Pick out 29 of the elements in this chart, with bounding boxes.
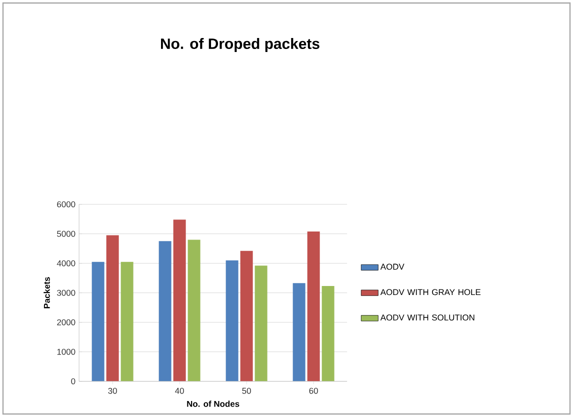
bar (254, 266, 268, 382)
legend-label: AODV (380, 264, 404, 270)
chart-title: No. of Droped packets (161, 38, 320, 52)
x-tick-label: 60 (309, 388, 318, 394)
bar (158, 241, 172, 382)
y-tick-label: 3000 (57, 290, 76, 296)
y-tick-label: 5000 (57, 230, 76, 237)
bar (173, 220, 186, 382)
bar (322, 286, 334, 382)
bar (92, 262, 104, 382)
legend-label: AODV WITH SOLUTION (380, 314, 474, 320)
y-tick-label: 1000 (57, 348, 76, 355)
y-tick-label: 6000 (57, 201, 76, 208)
bar (226, 260, 238, 382)
x-axis-title: No. of Nodes (187, 400, 240, 407)
bar (188, 240, 200, 382)
bar (120, 262, 134, 382)
x-tick-label: 40 (175, 388, 184, 394)
bar (106, 235, 119, 382)
y-axis-title: Packets (44, 277, 50, 308)
y-tick-label: 2000 (57, 319, 76, 326)
bar (307, 231, 320, 382)
bar (240, 250, 253, 382)
legend-label: AODV WITH GRAY HOLE (380, 289, 481, 296)
y-tick-label: 4000 (56, 260, 76, 266)
bar (292, 283, 306, 382)
x-tick-label: 50 (242, 388, 251, 394)
x-tick-label: 30 (108, 388, 117, 394)
y-tick-label: 0 (71, 378, 76, 384)
